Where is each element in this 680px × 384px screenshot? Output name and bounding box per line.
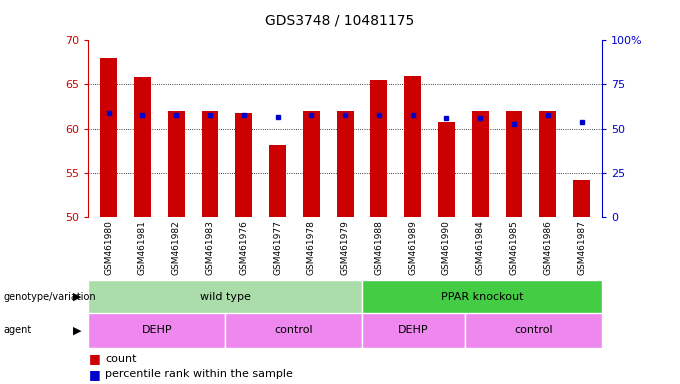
Text: GSM461990: GSM461990 [442,220,451,275]
Bar [472,111,489,217]
Text: GSM461989: GSM461989 [408,220,417,275]
Bar [88,280,362,313]
Text: wild type: wild type [200,291,251,302]
Text: agent: agent [3,325,32,335]
Text: GSM461980: GSM461980 [104,220,113,275]
Text: GSM461982: GSM461982 [172,220,181,275]
Bar [539,111,556,217]
Text: control: control [275,325,313,335]
Bar [201,111,218,217]
Bar [573,180,590,217]
Bar [134,78,151,217]
Bar [225,313,362,348]
Text: GSM461979: GSM461979 [341,220,350,275]
Bar [362,313,465,348]
Text: genotype/variation: genotype/variation [3,291,96,302]
Text: GSM461985: GSM461985 [509,220,518,275]
Bar [371,80,388,217]
Text: GDS3748 / 10481175: GDS3748 / 10481175 [265,13,415,27]
Text: DEHP: DEHP [398,325,429,335]
Text: DEHP: DEHP [141,325,172,335]
Bar [438,122,455,217]
Text: ■: ■ [88,368,100,381]
Bar [168,111,185,217]
Bar [362,280,602,313]
Text: GSM461978: GSM461978 [307,220,316,275]
Text: GSM461981: GSM461981 [138,220,147,275]
Text: GSM461987: GSM461987 [577,220,586,275]
Bar [235,113,252,217]
Text: percentile rank within the sample: percentile rank within the sample [105,369,293,379]
Bar [337,111,354,217]
Text: count: count [105,354,137,364]
Bar [100,58,117,217]
Text: ▶: ▶ [73,291,82,302]
Bar [404,76,421,217]
Bar [465,313,602,348]
Text: GSM461976: GSM461976 [239,220,248,275]
Bar [88,313,225,348]
Text: GSM461977: GSM461977 [273,220,282,275]
Bar [505,111,522,217]
Text: ▶: ▶ [73,325,82,335]
Text: control: control [514,325,553,335]
Bar [303,111,320,217]
Text: GSM461988: GSM461988 [375,220,384,275]
Text: GSM461986: GSM461986 [543,220,552,275]
Text: GSM461983: GSM461983 [205,220,214,275]
Text: PPAR knockout: PPAR knockout [441,291,523,302]
Text: GSM461984: GSM461984 [476,220,485,275]
Bar [269,144,286,217]
Text: ■: ■ [88,353,100,366]
